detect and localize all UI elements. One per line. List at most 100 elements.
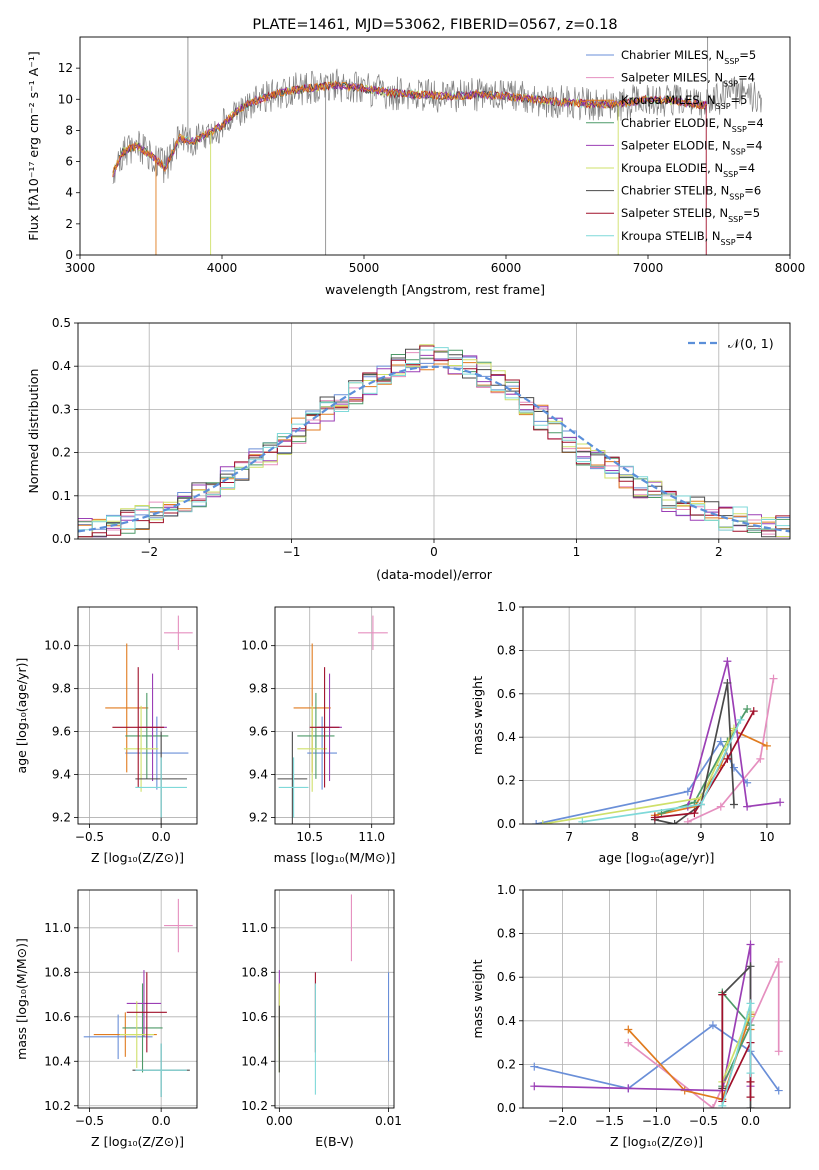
series-marker: [746, 1093, 755, 1102]
y-axis-label: Normed distribution: [26, 369, 41, 494]
y-tick-label: 4: [65, 186, 73, 200]
y-tick-label: 9.8: [249, 682, 268, 696]
series-line: [686, 661, 781, 808]
y-axis-label: mass weight: [470, 959, 485, 1038]
series-line: [687, 678, 775, 823]
y-tick-label: 0: [65, 248, 73, 262]
y-tick-label: 0.1: [52, 489, 71, 503]
errorbar-point-salpeter_elodie: [126, 970, 162, 1037]
legend-label: Chabrier STELIB, NSSP=6: [621, 184, 761, 202]
series-salpeter_miles: [683, 674, 778, 824]
series-marker: [708, 1021, 717, 1030]
series-marker: [670, 820, 679, 824]
y-axis-label: mass weight: [470, 676, 485, 755]
x-axis-label: Z [log₁₀(Z/Z⊙)]: [91, 850, 184, 865]
errorbar-point-salpeter_miles: [164, 615, 193, 650]
x-tick-label: −1.0: [642, 1114, 671, 1128]
y-tick-label: 9.6: [52, 725, 71, 739]
series-kroupa_stelib: [718, 999, 755, 1108]
y-tick-label: 10.0: [44, 639, 71, 653]
y-tick-label: 0.3: [52, 402, 71, 416]
legend-label: Chabrier MILES, NSSP=5: [621, 48, 756, 66]
y-axis-label: mass [log₁₀(M/M⊙)]: [14, 938, 29, 1060]
series-marker: [729, 800, 738, 809]
x-tick-label: −1: [283, 545, 301, 559]
axes-frame: [77, 322, 791, 540]
y-tick-label: 10: [58, 92, 73, 106]
y-tick-label: 0.2: [497, 774, 516, 788]
x-tick-label: 0.0: [152, 830, 171, 844]
series-marker: [769, 674, 778, 683]
series-line: [654, 710, 755, 819]
errorbar-point-chabrier_miles: [83, 1014, 153, 1060]
y-tick-label: 9.8: [52, 682, 71, 696]
spectrum-line-kroupa_miles: [112, 80, 708, 177]
chart-age_vs_Z: −0.5 0.0 9.2 9.4 9.6 9.8 10.0 Z [log₁₀(Z/Z⊙)] ag…: [14, 606, 198, 865]
x-tick-label: 11.0: [358, 830, 385, 844]
errorbar-point-salpeter_stelib: [126, 972, 167, 1053]
y-tick-label: 0.0: [497, 1101, 516, 1115]
errorbar-point-salpeter_miles: [358, 615, 388, 650]
y-tick-label: 0.6: [497, 687, 516, 701]
x-tick-label: 9: [697, 830, 705, 844]
histogram-kroupa_stelib: [78, 347, 790, 539]
axes-frame: [522, 889, 791, 1109]
series-marker: [743, 704, 752, 713]
y-tick-label: 0.2: [497, 1057, 516, 1071]
series-marker: [530, 1062, 539, 1071]
y-tick-label: 8: [65, 123, 73, 137]
x-axis-label: age [log₁₀(age/yr)]: [599, 850, 715, 865]
series-marker: [697, 800, 705, 809]
y-tick-label: 11.0: [241, 921, 268, 935]
series-marker: [736, 715, 745, 724]
chart-weight_vs_age: 7 8 9 10 0.0 0.2 0.4 0.6 0.8 1.0 age [log₁₀(age/yr…: [470, 600, 791, 865]
plot-area: [78, 344, 790, 539]
x-tick-label: 0.0: [152, 1114, 171, 1128]
errorbar-point-kroupa_elodie: [123, 705, 159, 792]
axes-frame: [79, 36, 791, 256]
plot-area: [105, 615, 193, 824]
y-tick-label: 0.4: [497, 730, 516, 744]
chart-residuals: −2 −1 0 1 2 0.0 0.1 0.2 0.3 0.4 0.5 (data-model)/er…: [26, 316, 791, 582]
y-tick-label: 2: [65, 217, 73, 231]
series-chabrier_elodie: [657, 704, 752, 818]
series-marker: [578, 817, 587, 824]
x-axis-label: E(B-V): [315, 1134, 354, 1149]
x-tick-label: 0: [430, 545, 438, 559]
errorbar-point-kroupa_stelib: [135, 757, 187, 818]
plot-area: [532, 657, 785, 824]
series-marker: [650, 813, 659, 822]
plot-area: [277, 615, 388, 824]
y-tick-label: 10.4: [241, 1054, 268, 1068]
legend-label: Salpeter MILES, NSSP=4: [621, 71, 755, 89]
y-tick-label: 10.2: [44, 1099, 71, 1113]
series-marker: [718, 1101, 727, 1108]
y-tick-label: 10.2: [241, 1099, 268, 1113]
x-tick-label: 8000: [775, 261, 806, 275]
axes-frame: [77, 889, 198, 1109]
y-tick-label: 0.0: [497, 817, 516, 831]
legend-label: Kroupa STELIB, NSSP=4: [621, 229, 752, 247]
legend-label: Kroupa ELODIE, NSSP=4: [621, 161, 755, 179]
series-marker: [723, 678, 732, 687]
axes-frame: [274, 889, 395, 1109]
series-line: [536, 739, 748, 824]
series-marker: [762, 741, 771, 750]
series-chabrier_miles: [532, 737, 752, 824]
y-tick-label: 10.4: [44, 1054, 71, 1068]
series-marker: [708, 1104, 717, 1108]
x-tick-label: −0.5: [689, 1114, 718, 1128]
errorbar-point-kroupa_stelib: [278, 757, 309, 818]
series-marker: [624, 1025, 633, 1034]
y-tick-label: 0.6: [497, 970, 516, 984]
normal-curve: [78, 365, 790, 533]
series-marker: [774, 1086, 783, 1095]
errorbar-point-kroupa_stelib: [135, 1043, 187, 1097]
y-tick-label: 10.6: [44, 1010, 71, 1024]
x-tick-label: 10.5: [296, 830, 323, 844]
x-tick-label: −0.5: [75, 830, 104, 844]
series-salpeter_stelib: [650, 707, 758, 822]
series-line: [534, 944, 752, 1092]
series-marker: [746, 940, 755, 949]
